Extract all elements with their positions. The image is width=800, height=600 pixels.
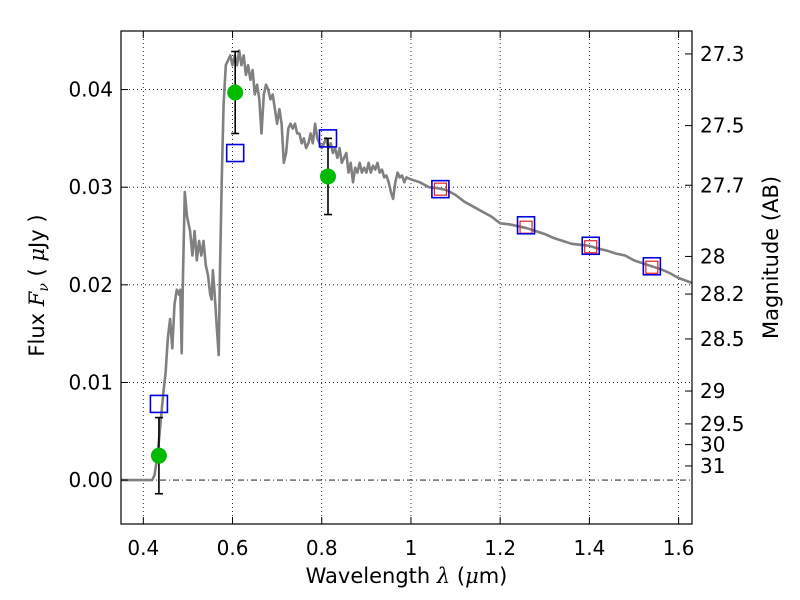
y-axis-label-unit-rest: Jy ) (25, 214, 49, 250)
x-tick-label: 1.4 (573, 536, 605, 560)
model-photometry-marker (516, 215, 536, 235)
grid-layer (121, 31, 692, 524)
mag-tick-label: 28 (700, 244, 725, 268)
upper-limit-marker (645, 260, 659, 274)
mag-tick-label: 30 (700, 433, 725, 457)
y-tick-label: 0.00 (68, 468, 113, 492)
observed-flux-point (227, 84, 244, 101)
x-axis-label-unit-rest: m) (479, 564, 508, 588)
x-tick-label: 1.6 (663, 536, 695, 560)
tick-layer: 0.4 0.6 0.8 1 1.2 1.4 1.6 0.00 0.01 0.02 0.03 0.04 2… (68, 31, 745, 560)
y-axis-label-text: Flux (25, 306, 49, 356)
x-axis-label-lambda: λ (436, 564, 450, 588)
upper-limit-marker (433, 182, 448, 196)
sed-model-line (121, 49, 693, 482)
x-axis-label: Wavelength λ (μm) (306, 564, 508, 588)
y-axis-label-unit-open: ( (25, 262, 49, 284)
model-photometry-marker (225, 143, 245, 163)
x-tick-label: 0.6 (217, 536, 249, 560)
model-photometry-marker (431, 179, 450, 199)
x-axis-label-unit-mu: μ (465, 564, 479, 588)
mag-tick-label: 28.2 (700, 282, 745, 306)
y-tick-label: 0.04 (68, 78, 113, 102)
x-tick-label: 1 (405, 536, 418, 560)
plot-frame (120, 30, 693, 525)
y-tick-label: 0.03 (68, 175, 113, 199)
mag-tick-label: 27.7 (700, 173, 745, 197)
y-axis-label: Flux Fν ( μJy ) (25, 214, 52, 356)
data-layer (121, 49, 693, 495)
mag-tick-label: 28.5 (700, 327, 745, 351)
y-tick-label: 0.01 (68, 370, 113, 394)
upper-limit-marker (584, 240, 598, 254)
mag-tick-label: 27.5 (700, 114, 745, 138)
y-axis-label-f: F (25, 290, 49, 307)
y-tick-label: 0.02 (68, 273, 113, 297)
model-photometry-marker (642, 256, 662, 276)
x-tick-label: 0.8 (306, 536, 338, 560)
model-photometry-marker (318, 129, 338, 148)
x-tick-label: 0.4 (127, 536, 159, 560)
x-axis-label-text: Wavelength (306, 564, 437, 588)
mag-tick-label: 31 (700, 454, 725, 478)
observed-flux-point (319, 168, 336, 185)
y2-axis-label: Magnitude (AB) (759, 176, 783, 339)
model-photometry-marker (581, 236, 601, 256)
mag-tick-label: 29.5 (700, 412, 745, 436)
mag-tick-label: 27.3 (700, 42, 745, 66)
y-axis-label-unit-mu: μ (25, 248, 49, 262)
observed-flux-point (150, 447, 167, 464)
mag-tick-label: 29 (700, 379, 725, 403)
x-tick-label: 1.2 (484, 536, 516, 560)
model-photometry-marker (149, 394, 169, 414)
y-axis-label-nu: ν (36, 283, 52, 292)
x-axis-label-unit-open: ( (450, 564, 465, 588)
